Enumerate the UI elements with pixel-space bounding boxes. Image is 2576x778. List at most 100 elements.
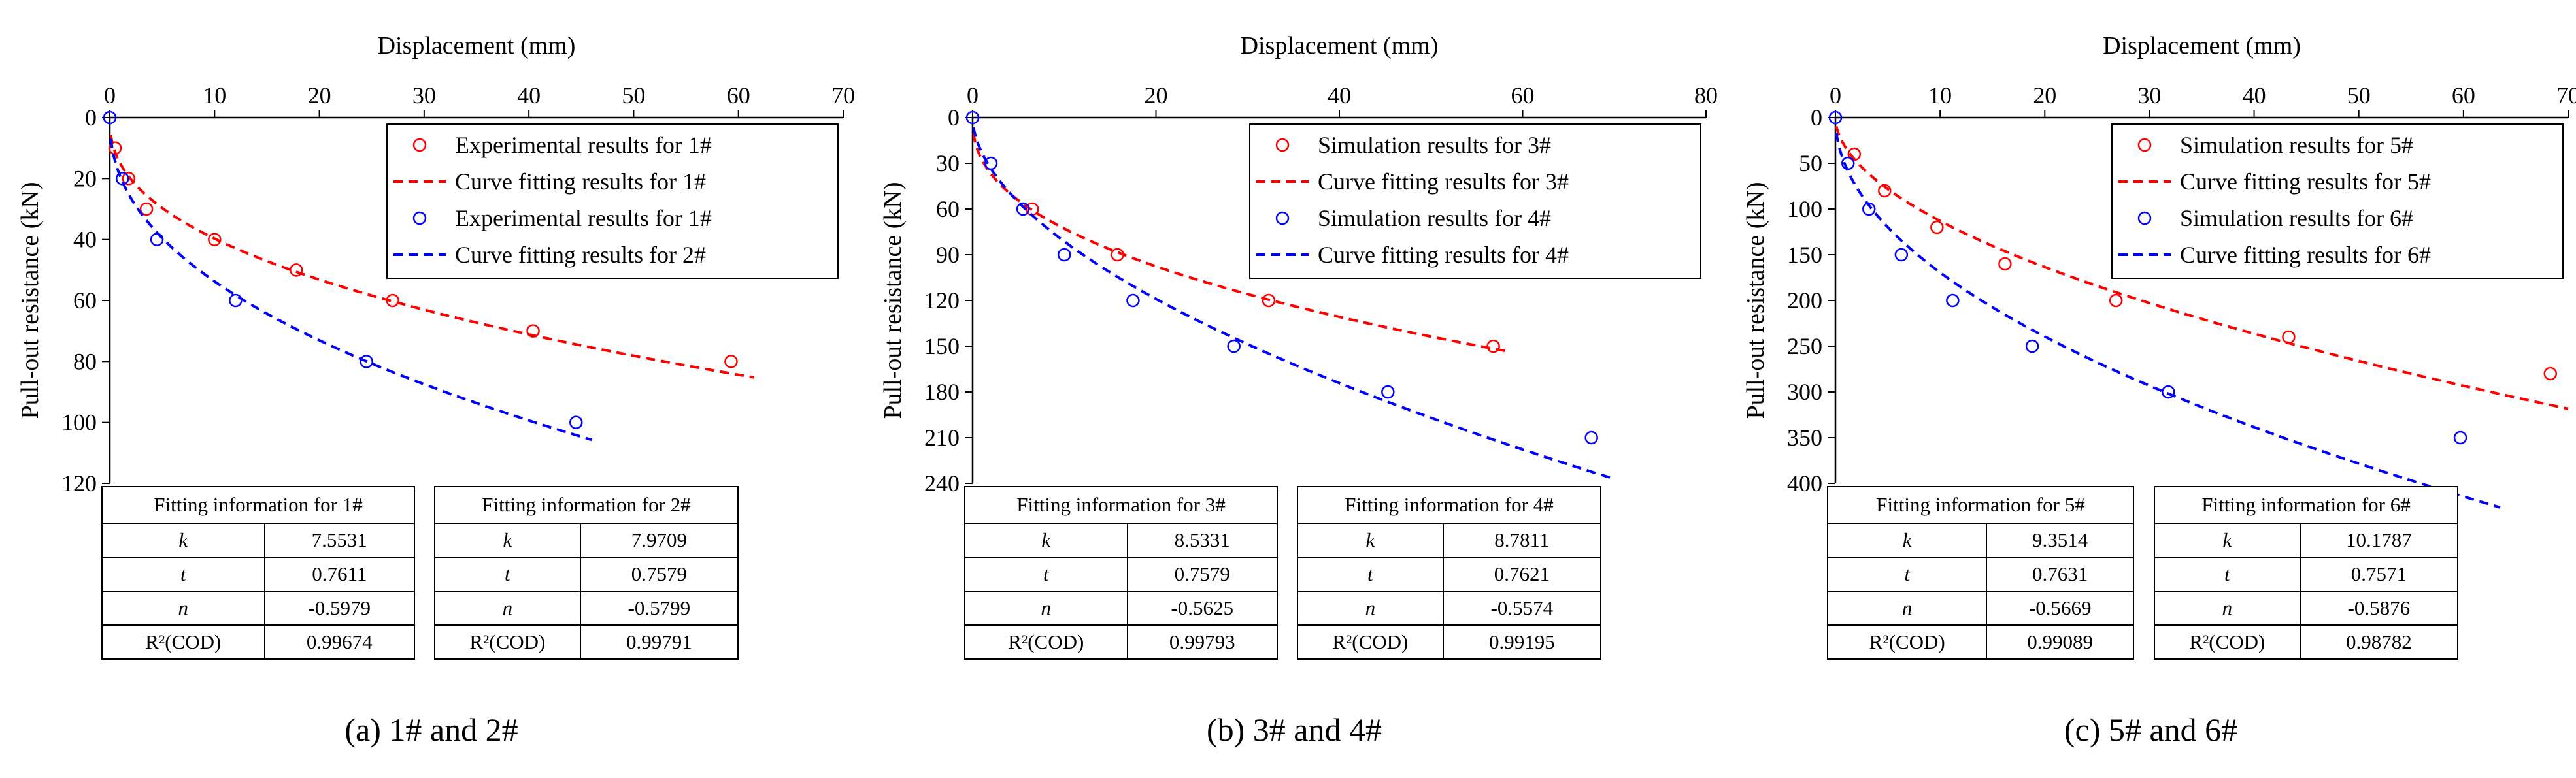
table-row: t 0.7621 (1297, 557, 1602, 592)
value-r2: 0.99674 (263, 624, 416, 660)
data-point-blue (1016, 202, 1030, 216)
y-tick-label: 240 (924, 470, 960, 496)
value-n: -0.5799 (579, 591, 739, 626)
y-tick-label: 100 (61, 410, 97, 436)
x-tick-label: 20 (2033, 82, 2056, 108)
y-tick-label: 60 (73, 287, 97, 314)
chart-b: 0 20 40 60 80 Displacement (mm) 0 30 60 90 120 150 1… (879, 32, 1718, 496)
legend-box (1249, 123, 1701, 279)
value-n: -0.5876 (2299, 591, 2459, 626)
y-tick-label: 300 (1787, 379, 1822, 405)
y-tick-label: 0 (85, 105, 97, 131)
y-tick-label: 20 (73, 165, 97, 191)
data-point-blue (2162, 385, 2175, 399)
param-n: n (964, 591, 1128, 626)
legend-marker-swatch (2137, 211, 2152, 225)
y-axis-label: Pull-out resistance (kN) (879, 182, 907, 419)
value-t: 0.7579 (1126, 557, 1279, 592)
y-tick-label: 90 (936, 242, 960, 268)
param-k: k (1297, 523, 1444, 558)
x-tick-label: 0 (967, 82, 979, 108)
y-tick-label: 100 (1787, 196, 1822, 222)
legend-label: Curve fitting results for 1# (455, 169, 706, 195)
data-point-red (1878, 184, 1892, 198)
param-k: k (434, 523, 581, 558)
y-tick-label: 200 (1787, 287, 1822, 314)
table-row: R²(COD) 0.98782 (2154, 624, 2459, 660)
param-t: t (434, 557, 581, 592)
fit-curve-blue (972, 127, 1615, 481)
data-point-red (122, 172, 136, 186)
table-row: k 8.7811 (1297, 523, 1602, 558)
data-point-blue (229, 293, 243, 308)
legend-box (386, 123, 839, 279)
data-point-red (1930, 220, 1944, 235)
data-point-red (2109, 293, 2123, 308)
x-tick-label: 0 (1830, 82, 1841, 108)
value-t: 0.7631 (1986, 557, 2134, 592)
y-tick-label: 150 (1787, 242, 1822, 268)
param-t: t (1297, 557, 1444, 592)
origin-point (103, 110, 117, 125)
legend-label: Curve fitting results for 3# (1318, 169, 1569, 195)
y-tick-label: 60 (936, 196, 960, 222)
table-row: R²(COD) 0.99089 (1826, 624, 2134, 660)
fit-table-title: Fitting information for 6# (2154, 486, 2458, 524)
chart-panel-c: 0 10 20 30 40 50 60 70 Displacement (mm) 0 50 100 15… (1726, 0, 2576, 778)
legend-box (2111, 123, 2564, 279)
x-tick-label: 20 (308, 82, 331, 108)
x-tick-label: 80 (1694, 82, 1718, 108)
y-tick-label: 180 (924, 379, 960, 405)
param-r2: R²(COD) (1297, 624, 1444, 660)
table-row: R²(COD) 0.99791 (434, 624, 739, 660)
legend-marker-swatch (1275, 211, 1290, 225)
fit-table-4: Fitting information for 4# k 8.7811 t 0.76… (1297, 486, 1602, 660)
fit-curve-blue (1835, 133, 2501, 509)
fit-curve-red (1835, 126, 2569, 410)
caption-a: (a) 1# and 2# (344, 711, 518, 748)
fit-table-3: Fitting information for 3# k 8.5331 t 0.75… (964, 486, 1279, 660)
param-n: n (101, 591, 265, 626)
table-row: t 0.7611 (101, 557, 416, 592)
fit-table-5: Fitting information for 5# k 9.3514 t 0.76… (1826, 486, 2134, 660)
data-point-red (290, 263, 303, 277)
table-row: t 0.7579 (964, 557, 1279, 592)
x-tick-label: 40 (517, 82, 541, 108)
caption-b: (b) 3# and 4# (1207, 711, 1382, 748)
y-tick-label: 120 (924, 287, 960, 314)
legend-label: Simulation results for 3# (1318, 132, 1551, 158)
legend-label: Experimental results for 1# (455, 205, 712, 231)
value-t: 0.7571 (2299, 557, 2459, 592)
x-tick-label: 50 (622, 82, 645, 108)
value-n: -0.5979 (263, 591, 416, 626)
legend-marker-swatch (412, 211, 427, 225)
param-k: k (964, 523, 1128, 558)
table-row: t 0.7579 (434, 557, 739, 592)
data-point-blue (360, 355, 373, 368)
fit-table-title: Fitting information for 3# (964, 486, 1278, 524)
legend-label: Curve fitting results for 2# (455, 242, 706, 268)
data-point-red (1486, 339, 1500, 353)
y-tick-label: 40 (73, 227, 97, 253)
value-r2: 0.99793 (1126, 624, 1279, 660)
value-k: 10.1787 (2299, 523, 2459, 558)
y-tick-label: 350 (1787, 425, 1822, 451)
legend-marker-swatch (412, 138, 427, 152)
table-row: n -0.5876 (2154, 591, 2459, 626)
data-point-blue (1058, 248, 1071, 262)
param-r2: R²(COD) (1826, 624, 1988, 660)
y-tick-label: 0 (1811, 105, 1822, 131)
data-point-red (208, 233, 222, 246)
table-row: t 0.7631 (1826, 557, 2134, 592)
x-tick-label: 10 (1928, 82, 1952, 108)
fit-table-6: Fitting information for 6# k 10.1787 t 0.7… (2154, 486, 2459, 660)
table-row: R²(COD) 0.99674 (101, 624, 416, 660)
fit-curve-red (972, 133, 1509, 353)
legend-label: Curve fitting results for 6# (2180, 242, 2431, 268)
table-row: n -0.5574 (1297, 591, 1602, 626)
y-tick-label: 30 (936, 150, 960, 176)
data-point-blue (1946, 293, 1960, 308)
data-point-blue (1381, 385, 1395, 399)
legend-marker-swatch (2137, 138, 2152, 152)
y-tick-label: 0 (948, 105, 960, 131)
